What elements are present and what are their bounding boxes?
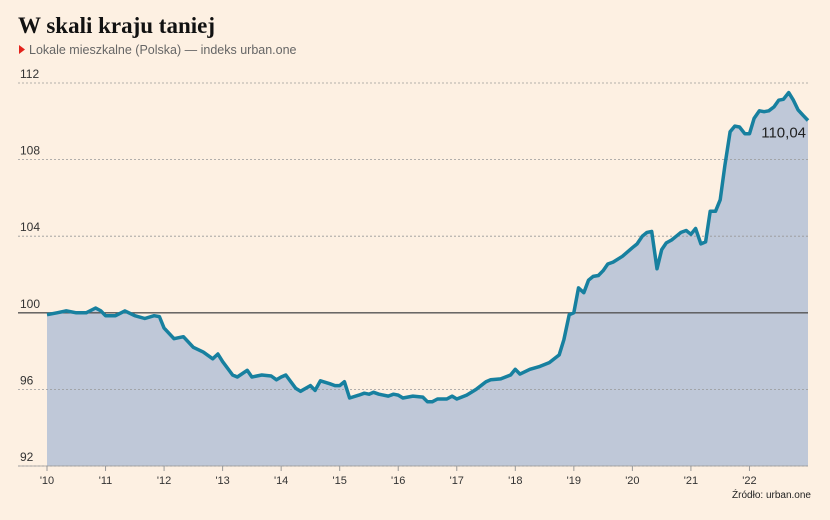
x-tick-label: '15 [333,475,347,487]
line [46,90,810,404]
annotation: 110,04 [761,125,806,142]
area [47,92,808,466]
x-tick-label: '22 [742,475,756,487]
x-tick-label: '17 [450,475,464,487]
y-tick-label: 112 [20,67,39,81]
x-tick-label: '16 [391,475,405,487]
x-tick-label: '21 [684,475,698,487]
x-tick-label: '12 [157,475,171,487]
x-tick-label: '18 [508,475,522,487]
chart-title: W skali kraju taniej [18,13,215,38]
x-tick-label: '19 [567,475,581,487]
x-tick-label: '20 [625,475,639,487]
y-tick-label: 96 [20,373,34,387]
y-tick-label: 108 [20,144,40,158]
y-tick-label: 92 [20,450,34,464]
x-tick-label: '11 [99,475,113,487]
x-tick-label: '14 [274,475,288,487]
subtitle-marker [19,45,25,54]
source: Źródło: urban.one [732,488,811,501]
chart-subtitle: Lokale mieszkalne (Polska) — indeks urba… [29,43,297,57]
y-tick-label: 104 [20,220,40,234]
y-tick-label: 100 [20,297,40,311]
x-tick-label: '13 [215,475,229,487]
x-tick-label: '10 [40,475,54,487]
